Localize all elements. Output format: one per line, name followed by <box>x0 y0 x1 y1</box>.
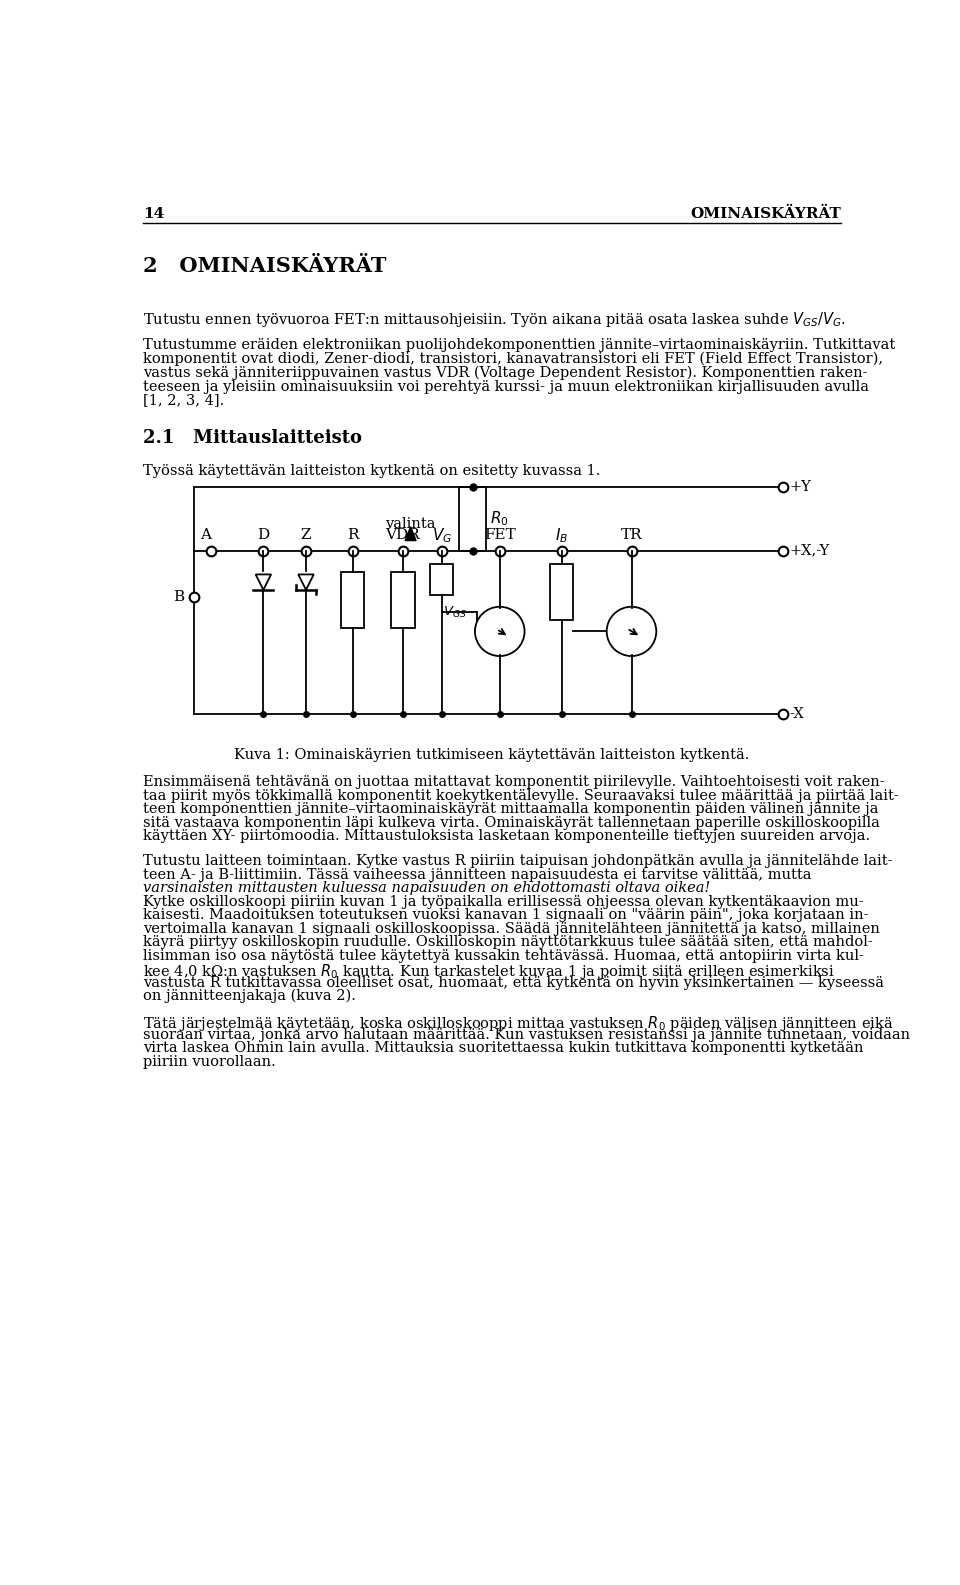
Text: käyrä piirtyy oskilloskopin ruudulle. Oskilloskopin näyttötarkkuus tulee säätää : käyrä piirtyy oskilloskopin ruudulle. Os… <box>143 935 873 949</box>
Bar <box>550 564 573 620</box>
Circle shape <box>607 607 657 656</box>
Text: Kuva 1: Ominaiskäyrien tutkimiseen käytettävän laitteiston kytkentä.: Kuva 1: Ominaiskäyrien tutkimiseen käyte… <box>234 748 750 762</box>
Text: A: A <box>200 528 211 542</box>
Text: teen komponenttien jännite–virtaominaiskäyrät mittaamalla komponentin päiden väl: teen komponenttien jännite–virtaominaisk… <box>143 802 878 816</box>
Polygon shape <box>405 526 416 540</box>
Text: Tätä järjestelmää käytetään, koska oskilloskooppi mittaa vastuksen $R_0$ päiden : Tätä järjestelmää käytetään, koska oskil… <box>143 1014 894 1033</box>
Text: R: R <box>347 528 358 542</box>
Text: vertoimalla kanavan 1 signaali oskilloskoopissa. Säädä jännitelähteen jännitettä: vertoimalla kanavan 1 signaali oskillosk… <box>143 922 880 935</box>
Text: valinta: valinta <box>385 517 436 531</box>
Text: 14: 14 <box>143 208 164 222</box>
Text: Työssä käytettävän laitteiston kytkentä on esitetty kuvassa 1.: Työssä käytettävän laitteiston kytkentä … <box>143 463 601 477</box>
Text: komponentit ovat diodi, Zener-diodi, transistori, kanavatransistori eli FET (Fie: komponentit ovat diodi, Zener-diodi, tra… <box>143 352 883 366</box>
Text: [1, 2, 3, 4].: [1, 2, 3, 4]. <box>143 393 225 407</box>
Text: B: B <box>173 590 184 604</box>
Text: $I_B$: $I_B$ <box>555 526 568 545</box>
Text: 2.1   Mittauslaitteisto: 2.1 Mittauslaitteisto <box>143 430 362 447</box>
Text: VDR: VDR <box>386 528 420 542</box>
Text: Kytke oskilloskoopi piiriin kuvan 1 ja työpaikalla erillisessä ohjeessa olevan k: Kytke oskilloskoopi piiriin kuvan 1 ja t… <box>143 896 864 908</box>
Bar <box>392 572 415 628</box>
Text: kaisesti. Maadoituksen toteutuksen vuoksi kanavan 1 signaali on "väärin päin", j: kaisesti. Maadoituksen toteutuksen vuoks… <box>143 908 869 922</box>
Text: piiriin vuorollaan.: piiriin vuorollaan. <box>143 1054 276 1068</box>
Polygon shape <box>255 574 271 590</box>
Text: $V_{GS}$: $V_{GS}$ <box>444 604 467 620</box>
Text: virta laskea Ohmin lain avulla. Mittauksia suoritettaessa kukin tutkittava kompo: virta laskea Ohmin lain avulla. Mittauks… <box>143 1041 864 1056</box>
Text: $R_0$: $R_0$ <box>491 509 509 528</box>
Text: +Y: +Y <box>789 480 811 493</box>
Text: Ensimmäisenä tehtävänä on juottaa mitattavat komponentit piirilevylle. Vaihtoeht: Ensimmäisenä tehtävänä on juottaa mitatt… <box>143 775 885 789</box>
Text: TR: TR <box>621 528 642 542</box>
Text: taa piirit myös tökkimallä komponentit koekytkentälevylle. Seuraavaksi tulee mää: taa piirit myös tökkimallä komponentit k… <box>143 789 899 804</box>
Text: suoraan virtaa, jonka arvo halutaan määrittää. Kun vastuksen resistanssi ja jänn: suoraan virtaa, jonka arvo halutaan määr… <box>143 1027 910 1041</box>
Text: teen A- ja B-liittimiin. Tässä vaiheessa jännitteen napaisuudesta ei tarvitse vä: teen A- ja B-liittimiin. Tässä vaiheessa… <box>143 869 812 881</box>
Bar <box>460 487 486 550</box>
Text: D: D <box>257 528 270 542</box>
Text: Tutustumme eräiden elektroniikan puolijohdekomponenttien jännite–virtaominaiskäy: Tutustumme eräiden elektroniikan puolijo… <box>143 338 896 352</box>
Text: lisimman iso osa näytöstä tulee käytettyä kussakin tehtävässä. Huomaa, että anto: lisimman iso osa näytöstä tulee käytetty… <box>143 949 864 962</box>
Text: vastusta R tutkittavassa oleelliset osat, huomaat, että kytkentä on hyvin yksink: vastusta R tutkittavassa oleelliset osat… <box>143 976 884 989</box>
Text: Tutustu laitteen toimintaan. Kytke vastus R piiriin taipuisan johdonpätkän avull: Tutustu laitteen toimintaan. Kytke vastu… <box>143 854 893 869</box>
Bar <box>430 564 453 596</box>
Text: kee 4,0 kΩ:n vastuksen $R_0$ kautta. Kun tarkastelet kuvaa 1 ja poimit siitä eri: kee 4,0 kΩ:n vastuksen $R_0$ kautta. Kun… <box>143 962 835 981</box>
Text: vastus sekä jänniteriippuvainen vastus VDR (Voltage Dependent Resistor). Kompone: vastus sekä jänniteriippuvainen vastus V… <box>143 366 868 380</box>
Bar <box>341 572 364 628</box>
Text: Z: Z <box>300 528 311 542</box>
Text: varsinaisten mittausten kuluessa napaisuuden on ehdottomasti oltava oikea!: varsinaisten mittausten kuluessa napaisu… <box>143 881 710 896</box>
Circle shape <box>475 607 524 656</box>
Text: 2   OMINAISKÄYRÄT: 2 OMINAISKÄYRÄT <box>143 255 387 276</box>
Text: on jännitteenjakaja (kuva 2).: on jännitteenjakaja (kuva 2). <box>143 989 356 1003</box>
Text: +X,-Y: +X,-Y <box>789 544 829 558</box>
Text: käyttäen XY- piirtomoodia. Mittaustuloksista lasketaan komponenteille tiettyjen : käyttäen XY- piirtomoodia. Mittaustuloks… <box>143 829 871 843</box>
Polygon shape <box>299 574 314 590</box>
Text: OMINAISKÄYRÄT: OMINAISKÄYRÄT <box>690 208 841 222</box>
Text: sitä vastaava komponentin läpi kulkeva virta. Ominaiskäyrät tallennetaan paperil: sitä vastaava komponentin läpi kulkeva v… <box>143 816 880 831</box>
Text: -X: -X <box>789 707 804 721</box>
Text: teeseen ja yleisiin ominaisuuksiin voi perehtyä kurssi- ja muun elektroniikan ki: teeseen ja yleisiin ominaisuuksiin voi p… <box>143 380 869 393</box>
Text: FET: FET <box>484 528 516 542</box>
Text: Tutustu ennen työvuoroa FET:n mittausohjeisiin. Työn aikana pitää osata laskea s: Tutustu ennen työvuoroa FET:n mittausohj… <box>143 309 847 328</box>
Text: $V_G$: $V_G$ <box>432 526 452 545</box>
